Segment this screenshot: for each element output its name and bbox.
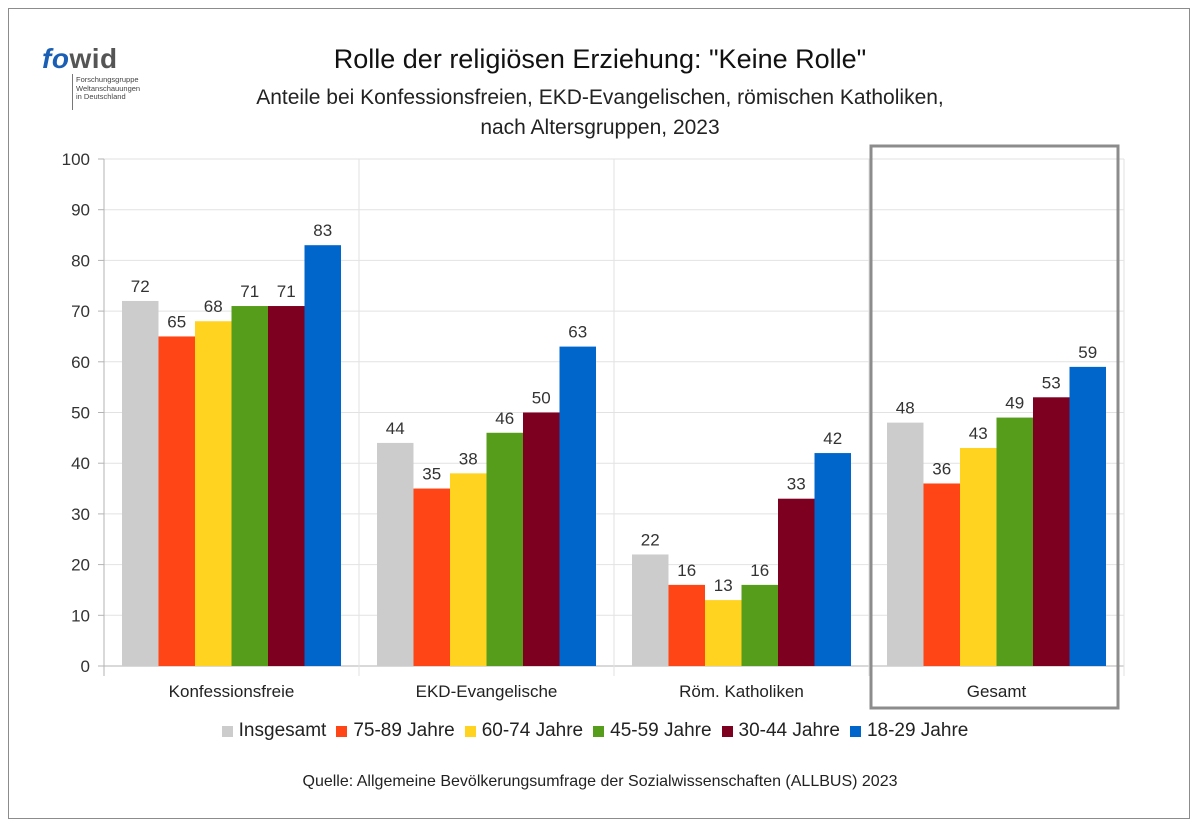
bar <box>887 422 924 666</box>
bar-value-label: 63 <box>568 323 587 342</box>
legend-item: 75-89 Jahre <box>336 720 455 742</box>
x-category-label: Konfessionsfreie <box>169 682 295 701</box>
bar <box>122 300 159 666</box>
bar <box>996 417 1033 666</box>
chart-subtitle-line-2: nach Altersgruppen, 2023 <box>480 116 720 139</box>
y-tick-label: 20 <box>71 556 90 575</box>
bar-value-label: 22 <box>641 530 660 549</box>
legend-swatch <box>221 725 233 737</box>
y-tick-label: 0 <box>81 657 90 676</box>
logo-word-wid: wid <box>69 43 118 74</box>
bar <box>1033 397 1070 666</box>
highlight-box-gesamt <box>869 144 1120 710</box>
bar <box>231 306 268 666</box>
x-category-label: Röm. Katholiken <box>679 682 804 701</box>
y-tick-label: 10 <box>71 606 90 625</box>
y-tick-label: 70 <box>71 302 90 321</box>
y-tick-label: 40 <box>71 454 90 473</box>
bar <box>778 498 815 666</box>
bar-value-label: 42 <box>823 429 842 448</box>
bar <box>668 584 705 666</box>
bar-value-label: 71 <box>240 282 259 301</box>
y-tick-label: 100 <box>62 150 90 169</box>
bar-value-label: 83 <box>313 221 332 240</box>
bar-value-label: 53 <box>1042 373 1061 392</box>
chart-subtitle-line-1: Anteile bei Konfessionsfreien, EKD-Evang… <box>256 86 944 109</box>
legend-swatch <box>336 725 348 737</box>
bar-value-label: 72 <box>131 277 150 296</box>
y-tick-label: 90 <box>71 201 90 220</box>
legend-swatch <box>593 725 605 737</box>
y-tick-label: 30 <box>71 505 90 524</box>
bar-value-label: 50 <box>532 389 551 408</box>
bar-value-label: 44 <box>386 419 405 438</box>
logo-line-1: Forschungsgruppe <box>76 75 139 84</box>
fowid-logo: fowid Forschungsgruppe Weltanschauungen … <box>42 44 152 110</box>
x-category-label: EKD-Evangelische <box>416 682 558 701</box>
legend-label: 30-44 Jahre <box>738 720 840 741</box>
logo-word-fo: fo <box>42 43 70 74</box>
bar <box>450 473 487 666</box>
bar-value-label: 35 <box>422 465 441 484</box>
bar <box>523 412 560 666</box>
legend-label: 60-74 Jahre <box>481 720 584 741</box>
y-tick-label: 50 <box>71 404 90 423</box>
bar <box>632 554 669 666</box>
legend-swatch <box>849 725 861 737</box>
logo-line-3: in Deutschland <box>76 92 126 101</box>
bar-value-label: 49 <box>1005 394 1024 413</box>
legend-item: 18-29 Jahre <box>849 720 969 742</box>
x-category-label: Gesamt <box>967 682 1027 701</box>
bar <box>741 584 778 666</box>
bar-value-label: 43 <box>969 424 988 443</box>
legend-swatch <box>464 725 476 737</box>
bar <box>486 432 523 666</box>
bar <box>705 600 742 666</box>
legend-label: 75-89 Jahre <box>353 720 455 741</box>
legend-item: Insgesamt <box>221 720 327 742</box>
legend: Insgesamt 75-89 Jahre 60-74 Jahre 45-59 Jah… <box>0 720 1200 742</box>
legend-swatch <box>721 725 733 737</box>
bar <box>377 442 414 666</box>
legend-item: 60-74 Jahre <box>464 720 584 742</box>
bar-value-label: 59 <box>1078 343 1097 362</box>
legend-label: 18-29 Jahre <box>866 720 969 741</box>
bar <box>304 245 341 666</box>
logo-wordmark: fowid <box>42 44 118 74</box>
bar-value-label: 33 <box>787 475 806 494</box>
bar-value-label: 36 <box>932 459 951 478</box>
bar <box>195 321 232 666</box>
y-tick-label: 60 <box>71 353 90 372</box>
y-tick-label: 80 <box>71 251 90 270</box>
logo-line-2: Weltanschauungen <box>76 83 141 93</box>
source-note: Quelle: Allgemeine Bevölkerungsumfrage d… <box>302 773 898 790</box>
legend-item: 30-44 Jahre <box>721 720 840 742</box>
bar <box>413 488 450 666</box>
bar-value-label: 16 <box>677 561 696 580</box>
chart-title: Rolle der religiösen Erziehung: "Keine R… <box>333 44 867 74</box>
bar <box>923 483 960 666</box>
bar-value-label: 48 <box>896 399 915 418</box>
bar <box>814 453 851 666</box>
bar-value-label: 16 <box>750 561 769 580</box>
bar <box>268 306 305 666</box>
bar <box>559 346 596 666</box>
bar-value-label: 46 <box>495 409 514 428</box>
bar-value-label: 68 <box>204 297 223 316</box>
logo-divider <box>72 74 73 110</box>
bar-value-label: 65 <box>167 312 186 331</box>
logo-subtitle: Forschungsgruppe Weltanschauungen in Deu… <box>76 75 166 102</box>
bar <box>960 447 997 666</box>
legend-label: 45-59 Jahre <box>610 720 712 741</box>
bar <box>158 336 195 666</box>
legend-label: Insgesamt <box>238 720 327 741</box>
bar-value-label: 71 <box>277 282 296 301</box>
bar-value-label: 38 <box>459 449 478 468</box>
bar-value-label: 13 <box>714 576 733 595</box>
bar <box>1069 366 1106 666</box>
legend-item: 45-59 Jahre <box>593 720 712 742</box>
